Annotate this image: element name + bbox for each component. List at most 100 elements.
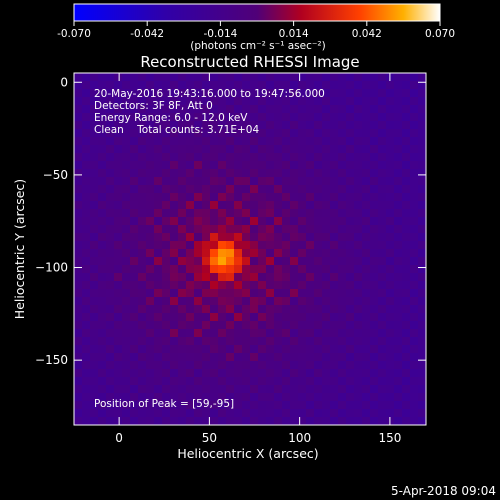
heatmap-cell [226, 105, 235, 114]
heatmap-cell [74, 105, 83, 114]
heatmap-cell [258, 377, 267, 386]
heatmap-cell [346, 137, 355, 146]
heatmap-cell [202, 73, 211, 82]
heatmap-cell [274, 209, 283, 218]
heatmap-cell [410, 89, 419, 98]
heatmap-cell [306, 361, 315, 370]
heatmap-cell [362, 345, 371, 354]
heatmap-cell [114, 113, 123, 122]
heatmap-cell [242, 345, 251, 354]
heatmap-cell [122, 73, 131, 82]
heatmap-cell [162, 169, 171, 178]
heatmap-cell [146, 217, 155, 226]
heatmap-cell [178, 313, 187, 322]
heatmap-cell [98, 81, 107, 90]
heatmap-cell [242, 353, 251, 362]
heatmap-cell [122, 97, 131, 106]
heatmap-cell [106, 289, 115, 298]
heatmap-cell [162, 105, 171, 114]
heatmap-cell [290, 345, 299, 354]
heatmap-cell [98, 401, 107, 410]
heatmap-cell [98, 313, 107, 322]
heatmap-cell [362, 137, 371, 146]
heatmap-cell [314, 193, 323, 202]
heatmap-cell [418, 193, 426, 202]
y-tick-label: −150 [35, 353, 68, 367]
heatmap-cell [186, 217, 195, 226]
heatmap-cell [210, 145, 219, 154]
heatmap-cell [154, 361, 163, 370]
heatmap-cell [146, 393, 155, 402]
heatmap-cell [322, 369, 331, 378]
heatmap-cell [186, 145, 195, 154]
heatmap-cell [130, 377, 139, 386]
heatmap-cell [418, 225, 426, 234]
heatmap-cell [202, 361, 211, 370]
heatmap-cell [178, 81, 187, 90]
heatmap-cell [250, 185, 259, 194]
heatmap-cell [74, 217, 83, 226]
heatmap-cell [266, 81, 275, 90]
heatmap-cell [378, 169, 387, 178]
heatmap-cell [234, 273, 243, 282]
heatmap-cell [98, 353, 107, 362]
heatmap-cell [298, 273, 307, 282]
heatmap-cell [314, 249, 323, 258]
heatmap-cell [402, 393, 411, 402]
heatmap-cell [130, 361, 139, 370]
heatmap-cell [250, 257, 259, 266]
heatmap-cell [394, 217, 403, 226]
heatmap-cell [266, 377, 275, 386]
heatmap-cell [306, 353, 315, 362]
heatmap-cell [378, 105, 387, 114]
heatmap-cell [330, 361, 339, 370]
heatmap-cell [202, 185, 211, 194]
heatmap-cell [410, 73, 419, 82]
heatmap-cell [394, 193, 403, 202]
heatmap-cell [250, 217, 259, 226]
heatmap-cell [298, 369, 307, 378]
heatmap-cell [282, 153, 291, 162]
heatmap-cell [314, 153, 323, 162]
heatmap-cell [402, 265, 411, 274]
heatmap-cell [242, 257, 251, 266]
heatmap-cell [82, 153, 91, 162]
heatmap-cell [170, 97, 179, 106]
heatmap-cell [418, 265, 426, 274]
heatmap-cell [218, 97, 227, 106]
heatmap-cell [306, 273, 315, 282]
heatmap-cell [290, 137, 299, 146]
heatmap-cell [394, 185, 403, 194]
heatmap-cell [258, 369, 267, 378]
heatmap-cell [370, 89, 379, 98]
heatmap-cell [154, 113, 163, 122]
heatmap-cell [330, 385, 339, 394]
heatmap-cell [162, 377, 171, 386]
heatmap-cell [194, 337, 203, 346]
heatmap-cell [202, 113, 211, 122]
heatmap-cell [354, 217, 363, 226]
heatmap-cell [106, 281, 115, 290]
heatmap-cell [338, 145, 347, 154]
heatmap-cell [394, 201, 403, 210]
heatmap-cell [210, 369, 219, 378]
heatmap-cell [330, 281, 339, 290]
heatmap-cell [90, 113, 99, 122]
heatmap-cell [106, 249, 115, 258]
heatmap-cell [394, 385, 403, 394]
heatmap-cell [290, 385, 299, 394]
heatmap-cell [322, 321, 331, 330]
heatmap-cell [90, 281, 99, 290]
heatmap-cell [130, 145, 139, 154]
heatmap-cell [234, 129, 243, 138]
heatmap-cell [410, 129, 419, 138]
heatmap-cell [394, 369, 403, 378]
heatmap-cell [290, 161, 299, 170]
heatmap-cell [354, 353, 363, 362]
heatmap-cell [114, 153, 123, 162]
heatmap-cell [178, 233, 187, 242]
heatmap-cell [370, 137, 379, 146]
heatmap-cell [114, 105, 123, 114]
heatmap-cell [210, 113, 219, 122]
heatmap-cell [330, 209, 339, 218]
